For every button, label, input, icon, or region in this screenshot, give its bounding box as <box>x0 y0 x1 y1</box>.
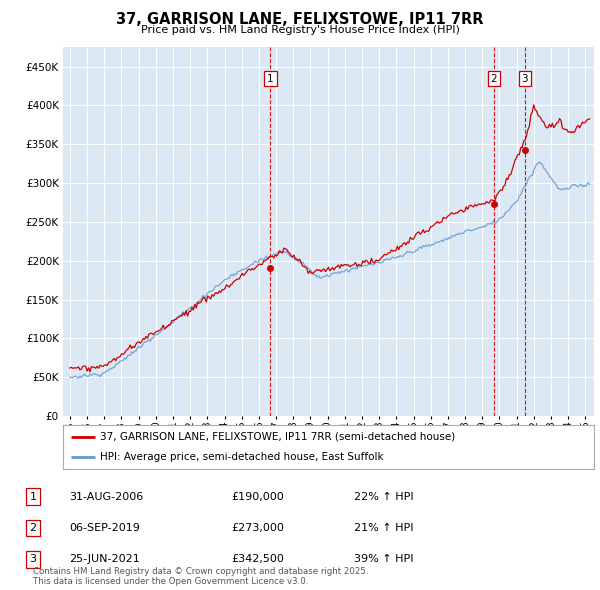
Text: 1: 1 <box>267 74 274 84</box>
Text: 31-AUG-2006: 31-AUG-2006 <box>69 492 143 502</box>
Text: 37, GARRISON LANE, FELIXSTOWE, IP11 7RR: 37, GARRISON LANE, FELIXSTOWE, IP11 7RR <box>116 12 484 27</box>
Text: 2: 2 <box>29 523 37 533</box>
Text: 06-SEP-2019: 06-SEP-2019 <box>69 523 140 533</box>
Text: 21% ↑ HPI: 21% ↑ HPI <box>354 523 413 533</box>
Text: HPI: Average price, semi-detached house, East Suffolk: HPI: Average price, semi-detached house,… <box>100 452 384 462</box>
Text: £342,500: £342,500 <box>231 555 284 564</box>
Text: 25-JUN-2021: 25-JUN-2021 <box>69 555 140 564</box>
Text: 3: 3 <box>29 555 37 564</box>
Text: £190,000: £190,000 <box>231 492 284 502</box>
Text: Price paid vs. HM Land Registry's House Price Index (HPI): Price paid vs. HM Land Registry's House … <box>140 25 460 35</box>
Text: 2: 2 <box>491 74 497 84</box>
Text: 3: 3 <box>521 74 528 84</box>
Text: 22% ↑ HPI: 22% ↑ HPI <box>354 492 413 502</box>
Text: 1: 1 <box>29 492 37 502</box>
Text: £273,000: £273,000 <box>231 523 284 533</box>
Text: 39% ↑ HPI: 39% ↑ HPI <box>354 555 413 564</box>
Text: 37, GARRISON LANE, FELIXSTOWE, IP11 7RR (semi-detached house): 37, GARRISON LANE, FELIXSTOWE, IP11 7RR … <box>100 432 455 442</box>
Text: Contains HM Land Registry data © Crown copyright and database right 2025.
This d: Contains HM Land Registry data © Crown c… <box>33 567 368 586</box>
